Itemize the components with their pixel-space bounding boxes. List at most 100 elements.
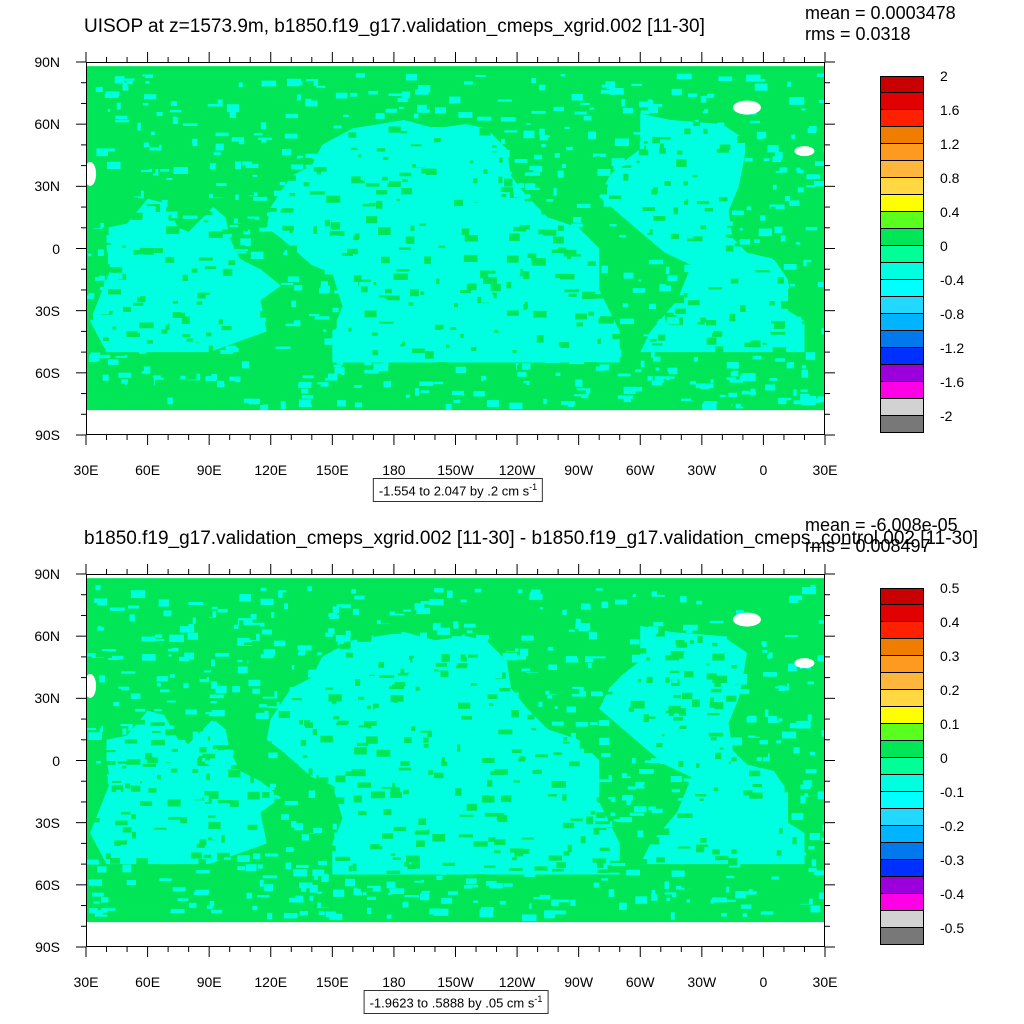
colorbar-label: 0.8 [940,170,960,186]
colorbar-label: 1.6 [940,102,960,118]
colorbar-swatch [880,928,924,945]
colorbar-swatch [880,588,924,605]
colorbar-swatch [880,76,924,93]
lat-tick-label: 30N [34,178,60,195]
colorbar-swatch [880,911,924,928]
lon-tick-label: 30E [73,974,99,990]
lon-tick-label: 0 [759,974,768,990]
colorbar-swatch [880,195,924,212]
colorbar-swatch [880,382,924,399]
lon-tick-label: 120W [498,462,536,478]
lon-tick-label: 60E [135,974,161,990]
colorbar-label: 0 [940,750,948,766]
lon-tick-label: 30W [687,462,717,478]
lon-tick-label: 30E [812,462,838,478]
colorbar-swatch [880,348,924,365]
lon-tick-label: 150E [315,462,349,478]
colorbar-swatch [880,161,924,178]
colorbar [880,588,924,945]
colorbar-swatch [880,399,924,416]
lat-tick-label: 30S [35,302,60,319]
lat-tick-label: 90S [35,939,60,955]
colorbar-swatch [880,826,924,843]
colorbar-swatch [880,263,924,280]
lat-tick-label: 90N [34,54,60,70]
colorbar-swatch [880,656,924,673]
colorbar-swatch [880,110,924,127]
colorbar-label: -1.6 [940,374,965,390]
colorbar-swatch [880,622,924,639]
contour-info-text: -1.554 to 2.047 by .2 cm s [378,483,530,499]
colorbar-swatch [880,314,924,331]
colorbar-label: -2 [940,408,953,424]
panel-title: b1850.f19_g17.validation_cmeps_xgrid.002… [84,528,978,549]
colorbar-label: 0.3 [940,648,960,664]
colorbar-swatch [880,93,924,110]
lon-tick-label: 30E [73,462,99,478]
colorbar-label: 0.5 [940,580,960,596]
lon-tick-label: 90E [196,974,222,990]
lon-tick-label: 90W [564,462,594,478]
colorbar-label: 2 [940,68,948,84]
colorbar-swatch [880,178,924,195]
lon-tick-label: 180 [382,974,406,990]
colorbar-swatch [880,605,924,622]
lat-tick-label: 90N [34,566,60,582]
colorbar-label: 0.4 [940,204,960,220]
colorbar-label: -0.4 [940,886,965,902]
colorbar-swatch [880,894,924,911]
colorbar-swatch [880,297,924,314]
colorbar-swatch [880,843,924,860]
colorbar-swatch [880,775,924,792]
lon-tick-label: 150W [437,462,474,478]
lon-tick-label: 30E [812,974,838,990]
colorbar-swatch [880,246,924,263]
top-panel: UISOP at z=1573.9m, b1850.f19_g17.valida… [34,3,965,503]
lat-tick-label: 30S [35,814,60,831]
colorbar-label: 0 [940,238,948,254]
lat-tick-label: 30N [34,690,60,707]
mean-stat: mean = 0.0003478 [805,3,956,23]
colorbar-swatch [880,809,924,826]
rms-stat: rms = 0.008497 [805,536,931,556]
panel-title: UISOP at z=1573.9m, b1850.f19_g17.valida… [84,16,705,37]
colorbar-swatch [880,212,924,229]
lat-tick-label: 60S [35,364,60,381]
colorbar-swatch [880,707,924,724]
colorbar-label: 0.1 [940,716,960,732]
lat-tick-label: 0 [52,240,60,257]
lon-tick-label: 120E [254,974,288,990]
map-plot [86,574,825,947]
colorbar-swatch [880,673,924,690]
lon-tick-label: 180 [382,462,406,478]
colorbar-label: 0.4 [940,614,960,630]
lon-tick-label: 30W [687,974,717,990]
lon-tick-label: 60W [625,462,655,478]
contour-info-text: -1.9623 to .5888 by .05 cm s [369,995,535,1011]
colorbar-swatch [880,280,924,297]
colorbar-label: 1.2 [940,136,960,152]
lon-tick-label: 120E [254,462,288,478]
colorbar [880,76,924,433]
lat-tick-label: 60N [34,628,60,645]
colorbar-swatch [880,741,924,758]
lat-tick-label: 60N [34,116,60,133]
colorbar-swatch [880,860,924,877]
contour-info-exponent: -1 [529,482,538,492]
lat-tick-label: 90S [35,427,60,443]
colorbar-swatch [880,792,924,809]
colorbar-swatch [880,365,924,382]
colorbar-swatch [880,639,924,656]
colorbar-swatch [880,144,924,161]
lon-tick-label: 60E [135,462,161,478]
colorbar-label: -0.5 [940,920,965,936]
mean-stat: mean = -6.008e-05 [805,515,958,535]
bottom-panel: b1850.f19_g17.validation_cmeps_xgrid.002… [0,512,1024,1024]
colorbar-label: -0.8 [940,306,965,322]
lon-tick-label: 60W [625,974,655,990]
lon-tick-label: 120W [498,974,536,990]
colorbar-swatch [880,877,924,894]
colorbar-label: -0.1 [940,784,965,800]
colorbar-label: -0.2 [940,818,965,834]
map-plot [86,62,825,435]
